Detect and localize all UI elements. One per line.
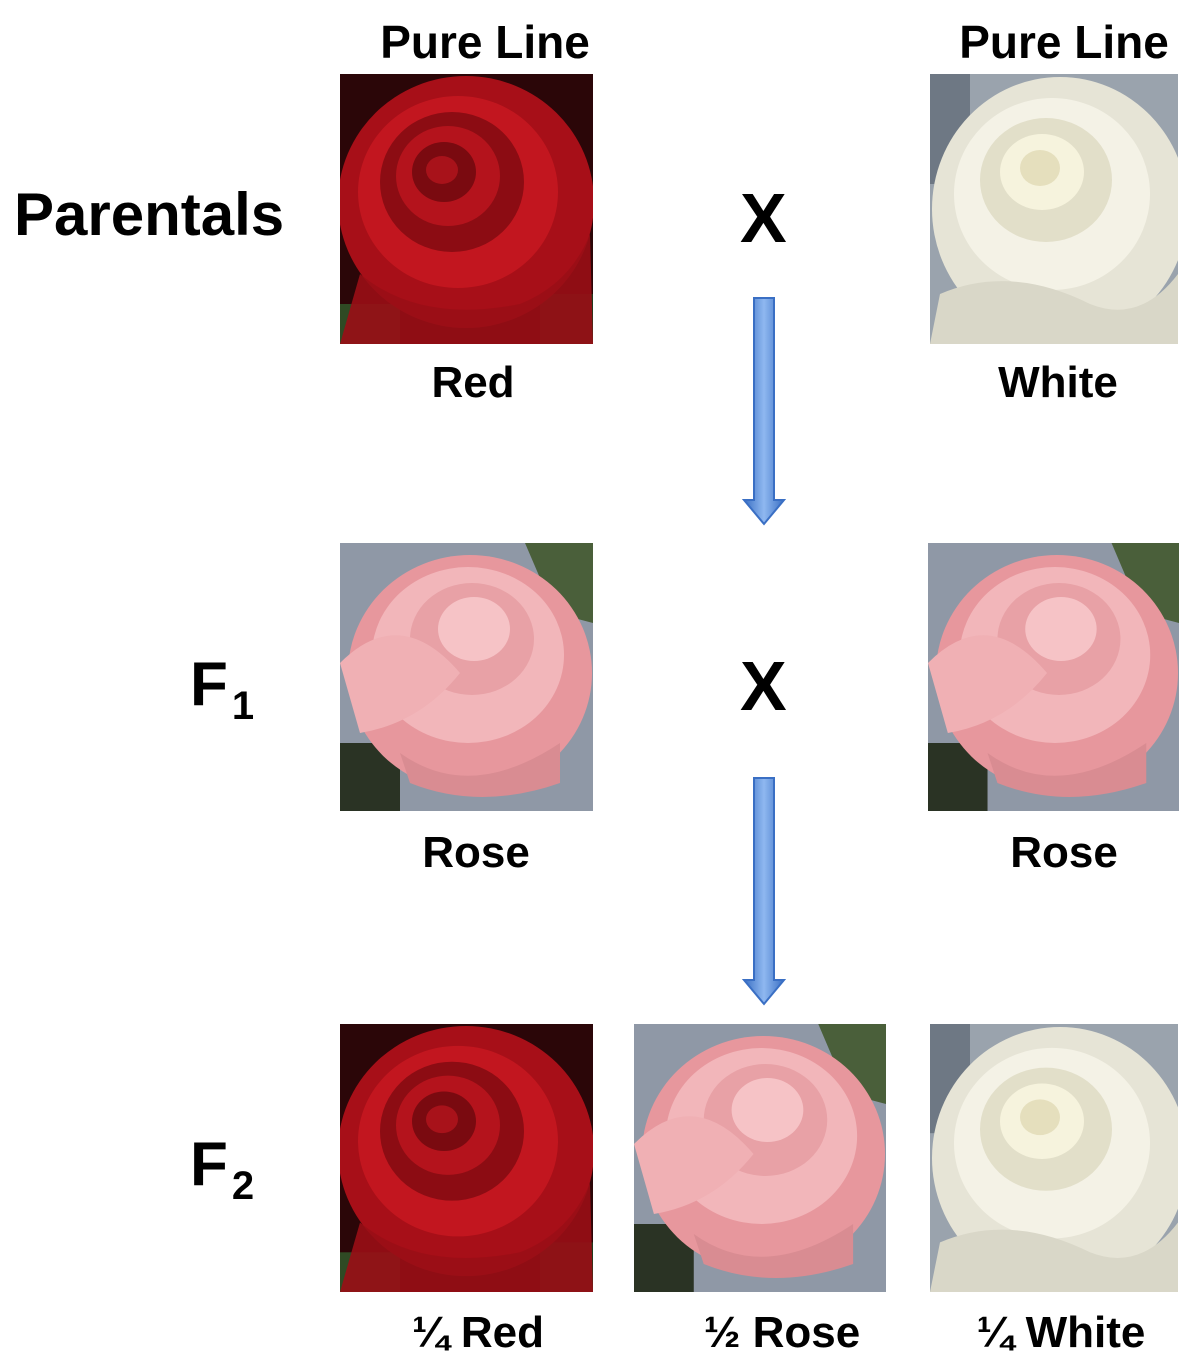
pink-rose-photo-left	[340, 543, 593, 811]
cross-symbol-f1: X	[740, 647, 787, 725]
pure-line-header-left: Pure Line	[380, 16, 590, 68]
white-rose-photo	[930, 74, 1178, 344]
caption-rose-right: Rose	[1010, 828, 1118, 877]
pink-rose-photo-right	[928, 543, 1179, 811]
f2-white-rose-photo	[930, 1024, 1178, 1292]
f2-pink-rose-photo	[634, 1024, 886, 1292]
cross-symbol-parentals: X	[740, 179, 787, 257]
caption-rose-left: Rose	[422, 828, 530, 877]
f1-label-sub: 1	[231, 684, 255, 728]
caption-quarter-white: ¼ White	[976, 1308, 1146, 1357]
f2-red-rose-photo	[340, 1024, 593, 1292]
caption-white: White	[998, 358, 1118, 407]
caption-quarter-red: ¼ Red	[411, 1308, 545, 1357]
down-arrow-icon	[741, 777, 787, 1006]
red-rose-photo	[340, 74, 593, 344]
f2-label-sub: 2	[231, 1164, 255, 1208]
caption-half-rose: ½ Rose	[703, 1308, 861, 1357]
f1-label-main: F	[190, 650, 228, 719]
down-arrow-icon	[741, 297, 787, 526]
parentals-label: Parentals	[14, 181, 285, 248]
pure-line-header-right: Pure Line	[959, 16, 1169, 68]
caption-red: Red	[431, 358, 515, 407]
f2-label-main: F	[190, 1130, 228, 1199]
